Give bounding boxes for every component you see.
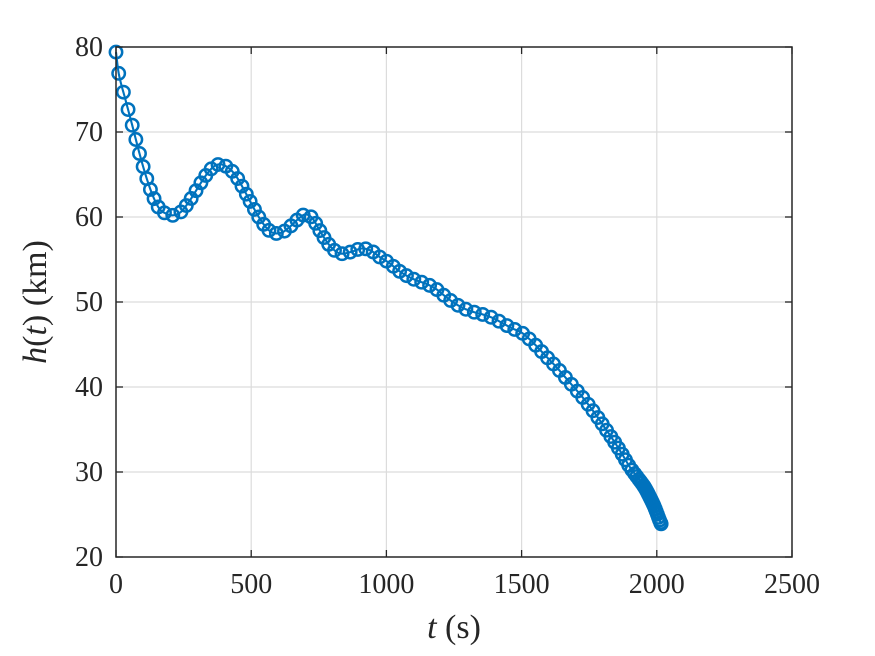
y-label-paren-close: ) [17, 314, 54, 327]
x-tick-label: 0 [109, 569, 123, 600]
grid-lines [116, 47, 792, 557]
y-label-paren-open: ( [17, 335, 54, 347]
x-tick-label: 500 [230, 569, 272, 600]
data-line [114, 51, 663, 525]
x-tick-label: 1500 [494, 569, 550, 600]
y-tick-label: 20 [75, 542, 103, 573]
y-tick-label: 80 [75, 32, 103, 63]
y-label-var: h [17, 346, 54, 364]
x-label-var: t [427, 609, 437, 646]
tick-labels: 0 500 1000 1500 2000 2500 20 30 40 50 60 70 80 [75, 32, 820, 600]
y-tick-label: 40 [75, 372, 103, 403]
x-tick-label: 2500 [764, 569, 820, 600]
data-markers [108, 44, 669, 532]
y-label-unit: (km) [17, 240, 54, 315]
y-tick-label: 70 [75, 117, 103, 148]
data-series [114, 51, 663, 525]
x-label-unit: (s) [436, 609, 481, 646]
y-tick-label: 50 [75, 287, 103, 318]
y-label-arg: t [17, 326, 54, 336]
x-tick-label: 1000 [358, 569, 414, 600]
tick-marks [115, 46, 793, 558]
y-axis-label: h(t) (km) [17, 240, 54, 364]
y-tick-label: 60 [75, 202, 103, 233]
x-axis-label: t (s) [427, 611, 481, 645]
x-tick-label: 2000 [629, 569, 685, 600]
y-tick-label: 30 [75, 457, 103, 488]
